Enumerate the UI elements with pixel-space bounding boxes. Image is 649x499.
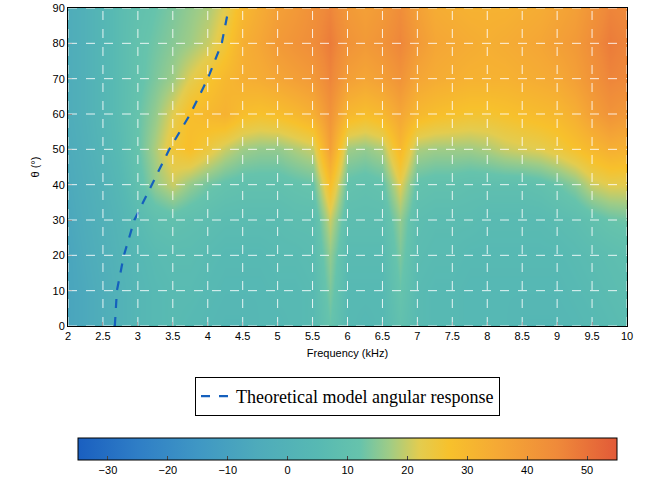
svg-text:30: 30 bbox=[461, 464, 473, 476]
svg-text:−30: −30 bbox=[99, 464, 118, 476]
svg-text:Theoretical model angular resp: Theoretical model angular response bbox=[236, 387, 493, 407]
svg-text:20: 20 bbox=[401, 464, 413, 476]
svg-text:θ (°): θ (°) bbox=[29, 157, 41, 178]
svg-text:3: 3 bbox=[135, 330, 141, 342]
svg-text:5.5: 5.5 bbox=[305, 330, 320, 342]
svg-text:3.5: 3.5 bbox=[165, 330, 180, 342]
svg-text:−20: −20 bbox=[158, 464, 177, 476]
svg-text:6: 6 bbox=[344, 330, 350, 342]
svg-text:−10: −10 bbox=[218, 464, 237, 476]
svg-text:10: 10 bbox=[621, 330, 633, 342]
svg-text:90: 90 bbox=[53, 2, 65, 14]
svg-text:10: 10 bbox=[341, 464, 353, 476]
svg-text:2.5: 2.5 bbox=[95, 330, 110, 342]
svg-text:0: 0 bbox=[59, 320, 65, 332]
svg-text:10: 10 bbox=[53, 285, 65, 297]
svg-text:7.5: 7.5 bbox=[445, 330, 460, 342]
svg-text:80: 80 bbox=[53, 37, 65, 49]
svg-text:Frequency (kHz): Frequency (kHz) bbox=[307, 347, 388, 359]
svg-text:6.5: 6.5 bbox=[375, 330, 390, 342]
svg-text:30: 30 bbox=[53, 214, 65, 226]
svg-text:2: 2 bbox=[65, 330, 71, 342]
svg-text:9.5: 9.5 bbox=[584, 330, 599, 342]
svg-text:70: 70 bbox=[53, 73, 65, 85]
svg-text:40: 40 bbox=[521, 464, 533, 476]
svg-text:8: 8 bbox=[484, 330, 490, 342]
svg-text:20: 20 bbox=[53, 249, 65, 261]
svg-text:9: 9 bbox=[554, 330, 560, 342]
svg-text:7: 7 bbox=[414, 330, 420, 342]
svg-text:40: 40 bbox=[53, 179, 65, 191]
svg-text:4: 4 bbox=[205, 330, 211, 342]
svg-text:50: 50 bbox=[53, 143, 65, 155]
svg-text:8.5: 8.5 bbox=[515, 330, 530, 342]
svg-text:5: 5 bbox=[275, 330, 281, 342]
svg-text:4.5: 4.5 bbox=[235, 330, 250, 342]
svg-text:50: 50 bbox=[581, 464, 593, 476]
svg-text:0: 0 bbox=[285, 464, 291, 476]
svg-text:60: 60 bbox=[53, 108, 65, 120]
